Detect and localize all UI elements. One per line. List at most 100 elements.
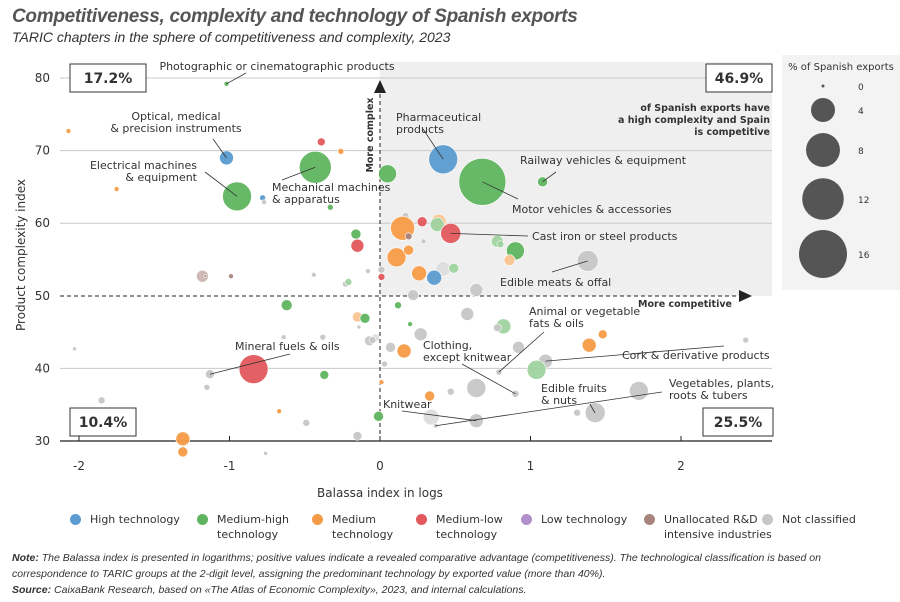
bubble-mh: [526, 360, 547, 380]
annotation-label: Knitwear: [383, 398, 432, 411]
legend-item-mh: Medium-high technology: [197, 512, 289, 542]
top-right-note: is competitive: [694, 127, 770, 138]
annotation-label: products: [396, 123, 444, 136]
bubble-mh: [373, 410, 384, 422]
quadrant-box: [69, 407, 137, 437]
note-text: The Balassa index is presented in logari…: [12, 552, 821, 580]
legend-item-u: Unallocated R&D intensive industries: [644, 512, 772, 542]
bubble-m: [177, 446, 189, 458]
bubble-ml: [377, 273, 386, 281]
bubble-m: [581, 337, 597, 353]
bubble-ml: [317, 137, 326, 147]
annotation-label: Edible fruits: [541, 382, 607, 395]
bubble-n: [493, 323, 502, 333]
bubble-u: [228, 273, 234, 279]
annotation-leader: [542, 171, 557, 183]
top-right-note: a high complexity and Spain: [618, 115, 770, 126]
annotation-leader: [589, 403, 596, 414]
bubble-n: [512, 341, 525, 354]
high-complexity-competitive-region: [380, 62, 772, 296]
quadrant-share-bottom-right: 25.5%: [714, 415, 763, 431]
annotation-leader: [450, 232, 529, 237]
legend-label-line: Not classified: [782, 513, 856, 526]
annotation-leader: [281, 166, 316, 181]
size-legend-title: % of Spanish exports: [788, 62, 894, 73]
legend-dot-icon: [762, 514, 773, 525]
annotation-leader: [545, 345, 725, 362]
arrow-right-icon: [739, 290, 752, 302]
bubble-mh: [429, 217, 445, 232]
legend-label: High technology: [90, 512, 180, 527]
legend-item-h: High technology: [70, 512, 180, 527]
bubble-mh: [280, 299, 293, 312]
legend-label-line: technology: [217, 528, 279, 541]
bubble-n: [422, 408, 440, 426]
bubble-mh: [350, 228, 362, 240]
bubble-ml: [238, 354, 269, 384]
chart-source: Source: CaixaBank Research, based on «Th…: [12, 584, 526, 596]
bubble-m: [503, 254, 516, 267]
legend-label: Low technology: [541, 512, 627, 527]
size-legend-bubble: [802, 178, 844, 220]
legend-label-line: Medium-high: [217, 513, 289, 526]
bubble-mh: [359, 312, 371, 324]
size-legend-bubble: [806, 133, 840, 167]
annotation-label: & precision instruments: [110, 122, 242, 135]
x-axis-title: Balassa index in logs: [317, 486, 443, 500]
bubble-n: [466, 378, 487, 398]
legend-item-n: Not classified: [762, 512, 856, 527]
bubble-mh: [344, 278, 353, 286]
size-legend-bubble: [821, 84, 825, 88]
quadrant-box: [705, 63, 773, 93]
legend-item-m: Medium technology: [312, 512, 393, 542]
annotation-leader: [204, 171, 238, 197]
legend-dot-icon: [197, 514, 208, 525]
chart-note: Note: The Balassa index is presented in …: [12, 550, 892, 582]
bubble-n: [365, 268, 371, 274]
bubble-mh: [298, 151, 332, 184]
bubble-u: [404, 232, 413, 241]
quadrant-box: [702, 407, 774, 437]
size-legend-value: 8: [858, 147, 864, 157]
size-legend-bubble: [799, 230, 847, 278]
y-tick-label: 60: [35, 216, 50, 230]
technology-legend: High technology Medium-high technology Medi…: [0, 512, 900, 552]
bubble-n: [446, 387, 455, 396]
annotation-label: Pharmaceutical: [396, 111, 481, 124]
legend-dot-icon: [416, 514, 427, 525]
legend-dot-icon: [644, 514, 655, 525]
bubble-mh: [448, 262, 460, 274]
bubble-n: [460, 307, 475, 321]
annotation-label: Photographic or cinematographic products: [159, 60, 394, 73]
bubble-n: [97, 396, 106, 405]
top-right-note: of Spanish exports have: [640, 103, 770, 114]
source-label: Source:: [12, 584, 52, 596]
x-tick-label: -2: [73, 459, 85, 473]
bubble-n: [469, 283, 484, 297]
annotation-label: Cork & derivative products: [622, 349, 770, 362]
annotation-leader: [551, 260, 588, 273]
bubble-m: [337, 148, 345, 155]
annotation-leader: [498, 331, 545, 373]
legend-label-line: intensive industries: [664, 528, 772, 541]
bubble-n: [629, 381, 649, 401]
bubble-m: [403, 244, 414, 256]
bubble-n: [377, 265, 386, 274]
quadrant-share-bottom-left: 10.4%: [79, 415, 128, 431]
legend-label-line: Unallocated R&D: [664, 513, 758, 526]
bubble-mh: [378, 164, 397, 184]
bubble-n: [280, 334, 287, 340]
legend-label: Medium-low technology: [436, 512, 503, 542]
bubble-n: [381, 360, 388, 368]
legend-dot-icon: [70, 514, 81, 525]
bubble-mh: [394, 301, 402, 310]
bubble-n: [573, 408, 581, 417]
bubble-m: [113, 186, 120, 192]
annotation-label: & equipment: [125, 171, 197, 184]
bubble-h: [428, 144, 458, 175]
annotation-leader: [212, 138, 227, 159]
annotation-label: Electrical machines: [90, 159, 197, 172]
bubble-m: [424, 390, 435, 402]
